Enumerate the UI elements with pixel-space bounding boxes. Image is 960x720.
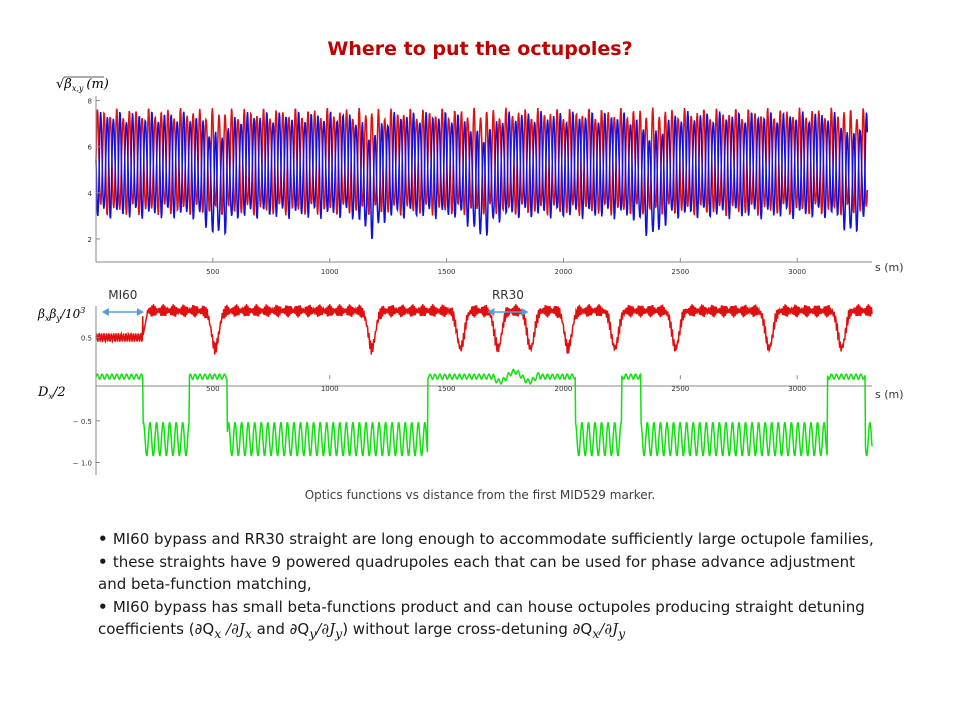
bottom-series-group xyxy=(95,304,873,457)
bullet-list: MI60 bypass and RR30 straight are long e… xyxy=(98,528,878,646)
arrowhead-left xyxy=(487,308,495,316)
bullet-item-1: MI60 bypass and RR30 straight are long e… xyxy=(98,528,878,551)
annotation-label-rr30: RR30 xyxy=(492,288,524,302)
bottom-xtick-label: 2500 xyxy=(671,385,689,393)
top-ytick-label: 6 xyxy=(88,144,93,152)
bottom-xtick-label: 500 xyxy=(206,385,219,393)
optics-charts: 500 1000 1500 2000 2500 3000 2 4 6 8 √βx,y (m) s (… xyxy=(37,76,904,475)
annotation-label-mi60: MI60 xyxy=(108,288,137,302)
top-ytick-label: 4 xyxy=(88,190,93,198)
top-xtick-label: 1000 xyxy=(321,268,339,276)
bullet-item-3: MI60 bypass has small beta-functions pro… xyxy=(98,596,878,646)
bottom-ytick-label: − 1.0 xyxy=(73,460,92,468)
top-xtick-label: 1500 xyxy=(438,268,456,276)
slide-title: Where to put the octupoles? xyxy=(327,38,633,60)
bullet-item-2: these straights have 9 powered quadrupol… xyxy=(98,551,878,596)
top-xtick-label: 2000 xyxy=(555,268,573,276)
bottom-ylabel-dx: Dx/2 xyxy=(37,385,66,401)
bottom-ytick-label: 0.5 xyxy=(81,335,92,343)
chart-top: 500 1000 1500 2000 2500 3000 2 4 6 8 √βx,y (m) s (… xyxy=(56,76,904,276)
bottom-xtick-label: 2000 xyxy=(555,385,573,393)
bottom-series-green xyxy=(95,368,873,457)
top-xtick-label: 3000 xyxy=(788,268,806,276)
top-ytick-label: 8 xyxy=(88,98,92,106)
bottom-ytick-label: − 0.5 xyxy=(73,418,92,426)
top-ticks: 500 1000 1500 2000 2500 3000 2 4 6 8 xyxy=(88,98,807,276)
top-xtick-label: 500 xyxy=(206,268,219,276)
top-series-blue xyxy=(95,110,869,240)
bottom-ylabel-beta: βxβy/103 xyxy=(37,306,85,323)
figure-caption: Optics functions vs distance from the fi… xyxy=(304,488,656,502)
arrowhead-right xyxy=(136,308,144,316)
bottom-xtick-label: 3000 xyxy=(788,385,806,393)
bottom-xtick-label: 1000 xyxy=(321,385,339,393)
top-series-red xyxy=(95,107,869,216)
bottom-series-red xyxy=(95,304,873,355)
top-ylabel: √βx,y (m) xyxy=(56,77,109,93)
bullet-3-text: MI60 bypass has small beta-functions pro… xyxy=(98,597,865,639)
top-series-group xyxy=(95,107,869,240)
arrowhead-right xyxy=(521,308,529,316)
annotations: MI60 RR30 xyxy=(101,288,529,316)
arrowhead-left xyxy=(101,308,109,316)
bottom-xtick-label: 1500 xyxy=(438,385,456,393)
top-xlabel: s (m) xyxy=(875,261,904,274)
chart-bottom: 500 1000 1500 2000 2500 3000 0.5 − 0.5 − 1.0 MI6… xyxy=(37,288,904,475)
top-xtick-label: 2500 xyxy=(671,268,689,276)
bottom-xlabel: s (m) xyxy=(875,388,904,401)
top-ytick-label: 2 xyxy=(88,236,92,244)
bottom-ticks: 500 1000 1500 2000 2500 3000 0.5 − 0.5 − 1.0 xyxy=(73,335,806,468)
